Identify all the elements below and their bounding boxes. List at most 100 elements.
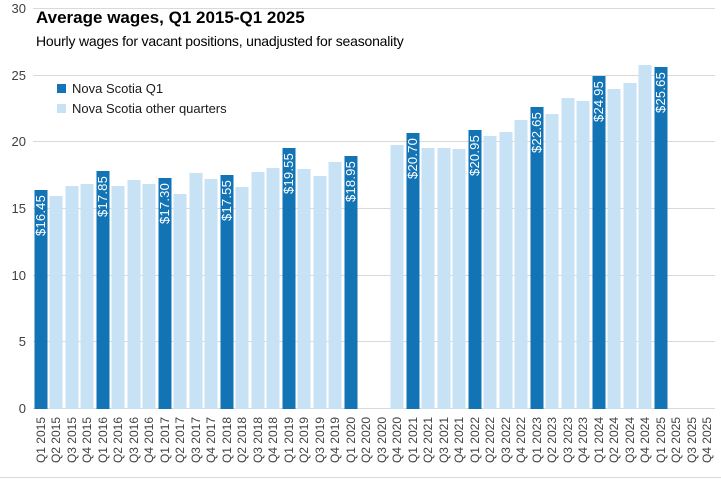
x-tick-slot: Q1 2021 [405, 415, 421, 477]
bar-slot: $17.30 [157, 9, 173, 409]
x-tick-label: Q3 2022 [498, 417, 513, 464]
bar-q4-2022 [514, 119, 528, 409]
bar-q2-2022 [483, 136, 497, 409]
x-tick-slot: Q2 2017 [173, 415, 189, 477]
x-tick-label: Q1 2015 [33, 417, 48, 464]
bar-slot: $24.95 [591, 9, 607, 409]
bar-q1-2020: $18.95 [343, 156, 358, 409]
bar-q2-2024 [607, 89, 621, 409]
x-tick-slot: Q2 2021 [421, 415, 437, 477]
x-tick-label: Q3 2016 [126, 417, 141, 464]
chart-subtitle: Hourly wages for vacant positions, unadj… [36, 33, 404, 49]
plot-area: $16.45 $17.85 $17.30 $17.55 $19.55 $18.95 $20.… [33, 8, 716, 409]
bar-slot [514, 9, 530, 409]
x-tick-slot: Q2 2020 [359, 415, 375, 477]
bar-q3-2023 [561, 98, 575, 409]
bar-slot: $20.95 [467, 9, 483, 409]
x-tick-label: Q3 2019 [312, 417, 327, 464]
gridline-30 [33, 8, 715, 9]
bar-slot [483, 9, 499, 409]
bar-slot [421, 9, 437, 409]
x-tick-slot: Q2 2023 [545, 415, 561, 477]
bar-slot [684, 9, 700, 409]
chart-title: Average wages, Q1 2015-Q1 2025 [36, 8, 305, 27]
bar-slot: $18.95 [343, 9, 359, 409]
x-tick-slot: Q4 2021 [452, 415, 468, 477]
bar-slot [669, 9, 685, 409]
x-tick-label: Q4 2021 [452, 417, 467, 464]
bar-slot [173, 9, 189, 409]
x-tick-label: Q2 2019 [297, 417, 312, 464]
bar-slot [49, 9, 65, 409]
x-tick-slot: Q3 2025 [684, 415, 700, 477]
bar-slot [700, 9, 716, 409]
x-tick-slot: Q1 2020 [343, 415, 359, 477]
bar-slot [235, 9, 251, 409]
bar-slot [622, 9, 638, 409]
x-tick-slot: Q4 2024 [638, 415, 654, 477]
bar-slot [188, 9, 204, 409]
x-tick-label: Q3 2023 [560, 417, 575, 464]
x-tick-label: Q3 2025 [684, 417, 699, 464]
x-tick-label: Q3 2020 [374, 417, 389, 464]
x-tick-slot: Q1 2017 [157, 415, 173, 477]
bar-slot [576, 9, 592, 409]
bar-q4-2021 [452, 149, 466, 409]
x-tick-slot: Q3 2017 [188, 415, 204, 477]
bar-value-label: $19.55 [281, 153, 297, 195]
x-tick-slot: Q4 2018 [266, 415, 282, 477]
x-tick-label: Q3 2017 [188, 417, 203, 464]
x-tick-slot: Q1 2016 [95, 415, 111, 477]
bar-q1-2015: $16.45 [33, 189, 48, 409]
bar-value-label: $24.95 [591, 81, 607, 123]
bar-value-label: $17.55 [219, 180, 235, 221]
bar-value-label: $20.70 [405, 138, 421, 179]
x-tick-label: Q4 2019 [328, 417, 343, 464]
legend-item-other-quarters: Nova Scotia other quarters [57, 101, 227, 116]
x-tick-slot: Q1 2018 [219, 415, 235, 477]
bar-q4-2019 [328, 162, 342, 409]
x-tick-slot: Q1 2023 [529, 415, 545, 477]
bar-value-label: $25.65 [653, 72, 669, 113]
bar-slot: $16.45 [33, 9, 49, 409]
bar-q3-2015 [65, 185, 79, 409]
bar-q1-2021: $20.70 [405, 133, 421, 409]
x-axis-labels: Q1 2015 Q2 2015 Q3 2015 Q4 2015 Q1 2016 Q2 20… [33, 415, 715, 477]
bar-slot: $17.55 [219, 9, 235, 409]
x-tick-slot: Q4 2022 [514, 415, 530, 477]
bar-slot: $20.70 [405, 9, 421, 409]
bar-slot [328, 9, 344, 409]
bar-slot [312, 9, 328, 409]
gridline-10 [33, 274, 715, 276]
x-tick-slot: Q2 2015 [49, 415, 65, 477]
bar-slot: $22.65 [529, 9, 545, 409]
legend-swatch-other-icon [57, 104, 66, 113]
x-tick-label: Q1 2018 [219, 417, 234, 464]
x-tick-slot: Q2 2025 [669, 415, 685, 477]
y-tick-label-10: 10 [11, 267, 26, 283]
bar-q3-2017 [189, 173, 203, 409]
legend-label-other: Nova Scotia other quarters [72, 101, 227, 116]
bar-slot: $25.65 [653, 9, 669, 409]
bar-q1-2016: $17.85 [95, 171, 110, 409]
bar-slot [638, 9, 654, 409]
bar-slot [126, 9, 142, 409]
x-tick-slot: Q4 2023 [576, 415, 592, 477]
x-tick-label: Q1 2025 [653, 417, 668, 464]
bar-q1-2024: $24.95 [591, 76, 607, 409]
legend-item-q1: Nova Scotia Q1 [57, 81, 227, 96]
x-tick-label: Q2 2025 [669, 417, 684, 464]
bar-slot [204, 9, 220, 409]
bar-q4-2020 [390, 145, 404, 409]
bar-q2-2023 [545, 114, 559, 409]
x-tick-label: Q2 2020 [359, 417, 374, 464]
bar-q2-2018 [235, 187, 249, 409]
x-tick-label: Q1 2021 [405, 417, 420, 464]
x-tick-slot: Q3 2024 [622, 415, 638, 477]
bar-q2-2021 [421, 147, 435, 409]
y-tick-label-25: 25 [11, 67, 26, 83]
bar-q2-2015 [49, 195, 63, 409]
x-tick-slot: Q4 2015 [80, 415, 96, 477]
y-tick-label-15: 15 [11, 201, 26, 216]
gridline-25 [33, 74, 715, 76]
